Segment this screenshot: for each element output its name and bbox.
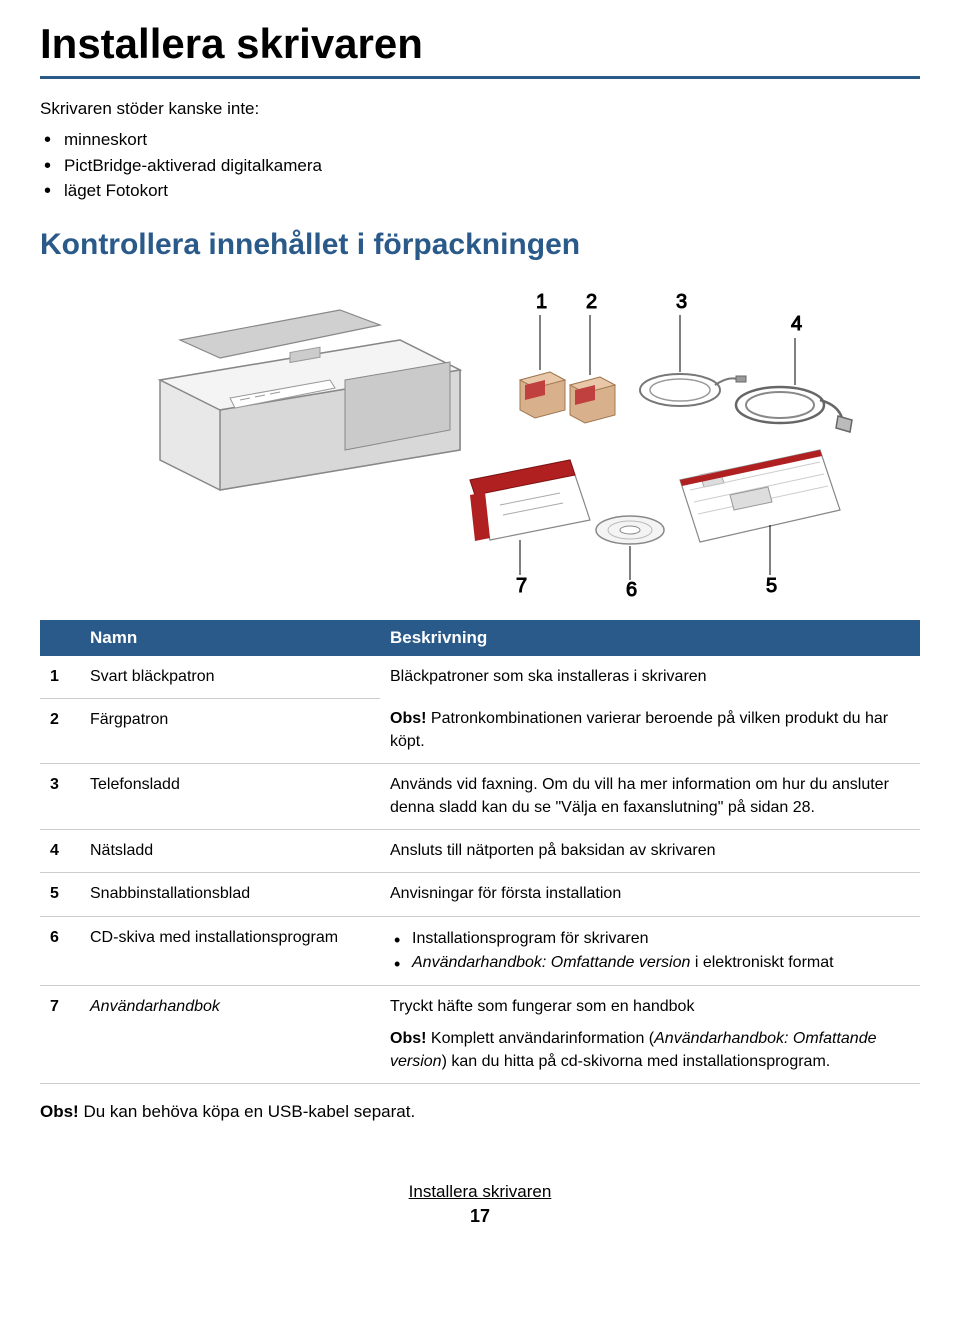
- list-item: PictBridge-aktiverad digitalkamera: [44, 153, 920, 179]
- table-row: 6 CD-skiva med installationsprogram Inst…: [40, 916, 920, 985]
- row-desc: Anvisningar för första installation: [380, 873, 920, 916]
- header-name: Namn: [80, 620, 380, 656]
- callout-2: 2: [586, 291, 597, 313]
- row-num: 1: [40, 656, 80, 699]
- callout-4: 4: [791, 313, 802, 335]
- title-underline: [40, 76, 920, 79]
- user-guide-icon: [470, 460, 590, 541]
- section-heading: Kontrollera innehållet i förpackningen: [40, 228, 920, 262]
- ink-cartridge-icon: [570, 377, 615, 423]
- row-name: Svart bläckpatron: [80, 656, 380, 699]
- row-desc: Ansluts till nätporten på baksidan av sk…: [380, 829, 920, 872]
- cd-icon: [596, 516, 664, 544]
- row-name: Färgpatron: [80, 698, 380, 763]
- illustration-svg: 1 2 3 4 5 6 7: [100, 280, 860, 600]
- row-desc: Bläckpatroner som ska installeras i skri…: [380, 656, 920, 699]
- phone-cord-icon: [640, 374, 746, 406]
- row-num: 2: [40, 698, 80, 763]
- table-row: 7 Användarhandbok Tryckt häfte som funge…: [40, 985, 920, 1083]
- table-row: 3 Telefonsladd Används vid faxning. Om d…: [40, 764, 920, 830]
- row-name: Användarhandbok: [80, 985, 380, 1083]
- table-row: 1 Svart bläckpatron Bläckpatroner som sk…: [40, 656, 920, 699]
- row-desc: Används vid faxning. Om du vill ha mer i…: [380, 764, 920, 830]
- table-row: 5 Snabbinstallationsblad Anvisningar för…: [40, 873, 920, 916]
- callout-3: 3: [676, 291, 687, 313]
- desc-bullet: Installationsprogram för skrivaren: [394, 927, 910, 951]
- footer-page-number: 17: [40, 1206, 920, 1227]
- desc-text: Tryckt häfte som fungerar som en handbok: [390, 996, 910, 1018]
- note-text: Du kan behöva köpa en USB-kabel separat.: [83, 1102, 415, 1121]
- callout-5: 5: [766, 575, 777, 597]
- contents-table: Namn Beskrivning 1 Svart bläckpatron Blä…: [40, 620, 920, 1084]
- desc-text: Patronkombinationen varierar beroende på…: [390, 710, 888, 749]
- row-num: 5: [40, 873, 80, 916]
- printer-icon: [160, 310, 460, 490]
- list-item: minneskort: [44, 127, 920, 153]
- italic-text: Användarhandbok: [90, 998, 220, 1015]
- setup-sheet-icon: [680, 450, 840, 542]
- row-num: 6: [40, 916, 80, 985]
- row-num: 4: [40, 829, 80, 872]
- row-num: 7: [40, 985, 80, 1083]
- desc-bullet: Användarhandbok: Omfattande version i el…: [394, 951, 910, 975]
- row-desc: Installationsprogram för skrivaren Använ…: [380, 916, 920, 985]
- row-desc: Tryckt häfte som fungerar som en handbok…: [380, 985, 920, 1083]
- header-desc: Beskrivning: [380, 620, 920, 656]
- note-after: Obs! Du kan behöva köpa en USB-kabel sep…: [40, 1102, 920, 1122]
- desc-text: ) kan du hitta på cd-skivorna med instal…: [442, 1053, 831, 1070]
- intro-text: Skrivaren stöder kanske inte:: [40, 99, 920, 119]
- table-row: 4 Nätsladd Ansluts till nätporten på bak…: [40, 829, 920, 872]
- row-num: 3: [40, 764, 80, 830]
- row-name: Nätsladd: [80, 829, 380, 872]
- ink-cartridge-icon: [520, 372, 565, 418]
- row-name: Snabbinstallationsblad: [80, 873, 380, 916]
- footer-title: Installera skrivaren: [40, 1182, 920, 1202]
- desc-text: i elektroniskt format: [690, 954, 833, 971]
- row-name: CD-skiva med installationsprogram: [80, 916, 380, 985]
- power-cord-icon: [736, 387, 852, 432]
- obs-label: Obs!: [390, 1030, 426, 1047]
- row-name: Telefonsladd: [80, 764, 380, 830]
- table-header-row: Namn Beskrivning: [40, 620, 920, 656]
- callout-7: 7: [516, 575, 527, 597]
- list-item: läget Fotokort: [44, 178, 920, 204]
- row-desc: Obs! Patronkombinationen varierar beroen…: [380, 698, 920, 763]
- desc-text: Komplett användarinformation (: [426, 1030, 654, 1047]
- italic-text: Användarhandbok: Omfattande version: [412, 954, 690, 971]
- obs-label: Obs!: [40, 1102, 79, 1121]
- table-row: 2 Färgpatron Obs! Patronkombinationen va…: [40, 698, 920, 763]
- page-footer: Installera skrivaren 17: [40, 1182, 920, 1227]
- header-blank: [40, 620, 80, 656]
- callout-1: 1: [536, 291, 547, 313]
- callout-6: 6: [626, 579, 637, 600]
- page-title: Installera skrivaren: [40, 20, 920, 68]
- unsupported-list: minneskort PictBridge-aktiverad digitalk…: [40, 127, 920, 204]
- package-contents-illustration: 1 2 3 4 5 6 7: [100, 280, 860, 600]
- obs-label: Obs!: [390, 710, 426, 727]
